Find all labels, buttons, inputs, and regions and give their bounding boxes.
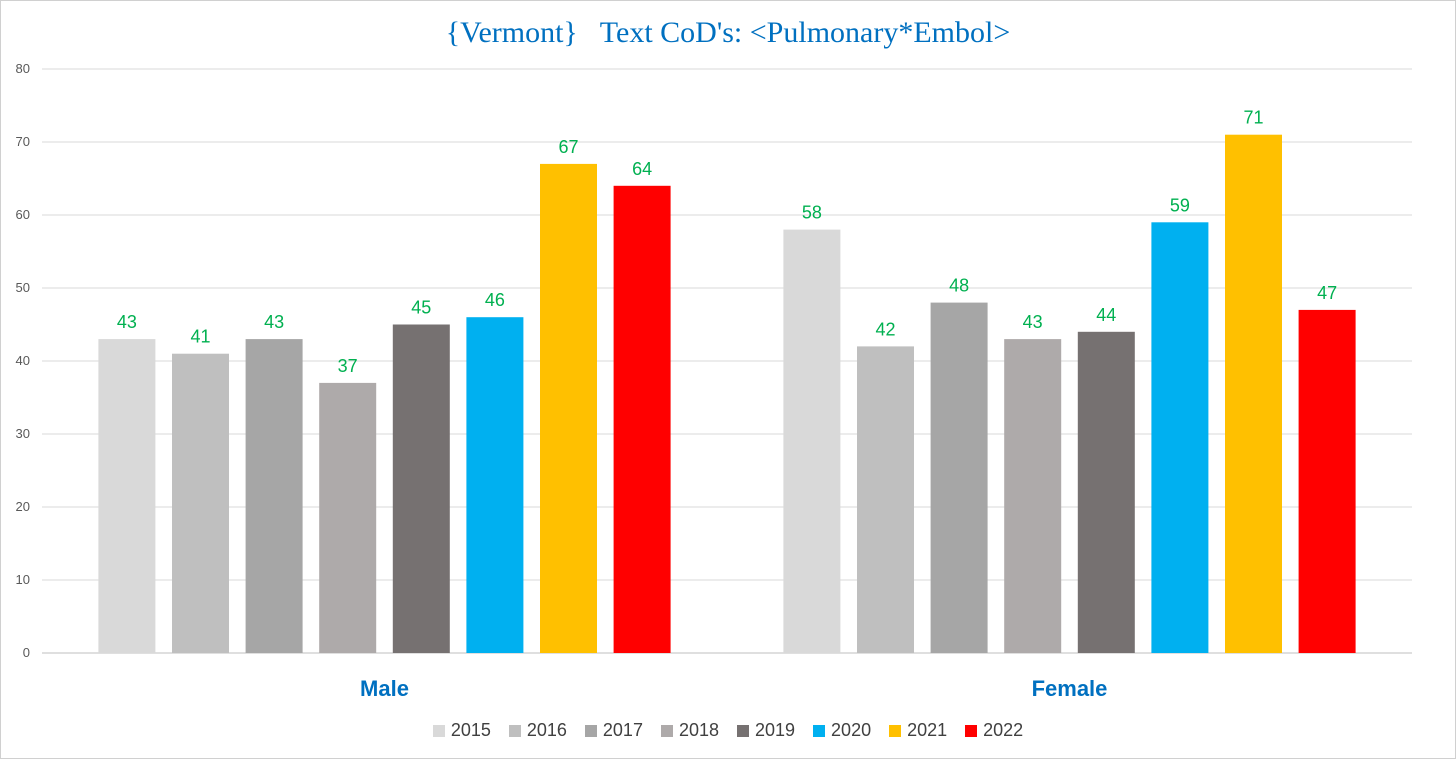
bar-female-2016 xyxy=(857,346,914,653)
legend-item: 2017 xyxy=(584,720,643,741)
legend-item: 2019 xyxy=(737,720,795,741)
legend-label: 2015 xyxy=(450,720,491,740)
data-label: 37 xyxy=(338,356,358,376)
legend-item: 2016 xyxy=(508,720,567,741)
legend-label: 2019 xyxy=(755,720,796,740)
y-tick-label: 80 xyxy=(16,61,30,76)
data-label: 67 xyxy=(558,137,578,157)
data-label: 43 xyxy=(117,312,137,332)
bar-female-2022 xyxy=(1298,309,1356,653)
y-tick-label: 10 xyxy=(16,572,30,587)
bar-male-2015 xyxy=(98,339,156,653)
data-label: 41 xyxy=(190,327,210,347)
category-label: Female xyxy=(1032,676,1108,701)
data-label: 64 xyxy=(632,159,652,179)
category-labels: Male Female xyxy=(360,676,1107,701)
legend-swatch xyxy=(965,724,978,737)
y-tick-label: 20 xyxy=(16,499,30,514)
data-label: 46 xyxy=(485,290,505,310)
bar-female-2015 xyxy=(783,229,841,653)
y-tick-label: 50 xyxy=(16,280,30,295)
bar-male-2017 xyxy=(245,339,303,653)
legend-swatch xyxy=(432,724,445,737)
legend-swatch xyxy=(584,724,597,737)
legend-item: 2022 xyxy=(965,720,1023,741)
legend-swatch xyxy=(737,724,749,737)
bar-female-2021 xyxy=(1225,134,1282,653)
bar-male-2021 xyxy=(540,163,597,653)
legend-label: 2016 xyxy=(526,720,567,740)
bar-male-2019 xyxy=(392,324,450,653)
bar-male-2022 xyxy=(613,185,671,654)
bar-female-2019 xyxy=(1077,331,1135,653)
data-label: 48 xyxy=(949,276,969,296)
legend-label: 2017 xyxy=(602,720,643,740)
bar-female-2018 xyxy=(1004,339,1062,653)
y-tick-label: 70 xyxy=(16,134,30,149)
data-label: 45 xyxy=(411,298,431,318)
bar-female-2020 xyxy=(1151,222,1209,654)
legend-label: 2020 xyxy=(831,720,872,740)
bar-male-2020 xyxy=(466,317,524,653)
legend: 2015 2016 2017 2018 2019 2020 2021 2022 xyxy=(0,720,1456,741)
data-labels: 43 41 43 37 45 46 67 64 58 42 48 43 44 59 71 47 xyxy=(117,108,1337,376)
legend-swatch xyxy=(813,724,826,737)
data-label: 59 xyxy=(1170,195,1190,215)
y-tick-label: 30 xyxy=(16,426,30,441)
y-axis-ticks: 0 10 20 30 40 50 60 70 80 xyxy=(16,61,30,660)
bar-male-2016 xyxy=(172,353,229,653)
bars xyxy=(98,134,1356,654)
legend-item: 2015 xyxy=(432,720,491,741)
data-label: 43 xyxy=(264,312,284,332)
data-label: 42 xyxy=(875,319,895,339)
legend-item: 2018 xyxy=(660,720,719,741)
legend-swatch xyxy=(508,724,521,737)
data-label: 58 xyxy=(802,203,822,223)
bar-male-2018 xyxy=(319,382,377,653)
data-label: 47 xyxy=(1317,283,1337,303)
data-label: 71 xyxy=(1243,108,1263,128)
chart-title: {Vermont} Text CoD's: <Pulmonary*Embol> xyxy=(445,16,1011,49)
legend-swatch xyxy=(889,724,902,737)
legend-label: 2022 xyxy=(983,720,1024,740)
legend-swatch xyxy=(660,724,673,737)
legend-item: 2020 xyxy=(813,720,871,741)
data-label: 43 xyxy=(1023,312,1043,332)
data-label: 44 xyxy=(1096,305,1116,325)
bar-female-2017 xyxy=(930,302,988,653)
y-tick-label: 0 xyxy=(23,645,30,660)
y-tick-label: 60 xyxy=(16,207,30,222)
y-tick-label: 40 xyxy=(16,353,30,368)
category-label: Male xyxy=(360,676,409,701)
legend-label: 2021 xyxy=(907,720,948,740)
legend-item: 2021 xyxy=(889,720,947,741)
legend-label: 2018 xyxy=(678,720,719,740)
